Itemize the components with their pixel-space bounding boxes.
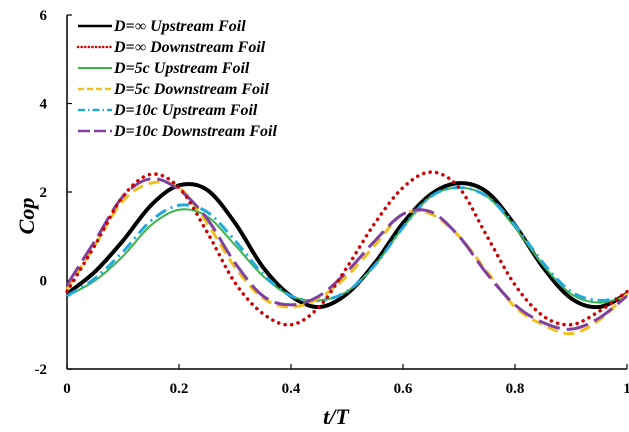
y-tick-label: 4 [40,97,48,113]
legend-label-4: D=5c Downstream Foil [113,81,269,98]
series-line-2 [65,170,629,327]
legend-label-6: D=10c Downstream Foil [113,123,277,140]
y-tick-label: 6 [40,8,48,24]
x-tick-label: 0.2 [170,381,189,397]
legend-label-2: D=∞ Downstream Foil [113,39,266,56]
legend-label-3: D=5c Upstream Foil [113,60,250,77]
legend-label-5: D=10c Upstream Foil [113,102,258,119]
x-tick-label: 0.6 [394,381,413,397]
legend: D=∞ Upstream Foil D=∞ Downstream Foil D=5c… [76,18,277,140]
series-line-4 [65,180,629,336]
y-tick-label: 0 [40,274,48,290]
x-tick-label: 1 [623,381,629,397]
series-line-5 [66,186,628,303]
y-tick-label: -2 [35,362,48,378]
y-axis-title: Cop [14,198,39,235]
y-tick-label: 2 [40,185,48,201]
x-tick-label: 0.4 [282,381,301,397]
axes: -2 0 2 4 6 0 0.2 0.4 0.6 0.8 1 [35,8,629,397]
x-tick-label: 0 [63,381,71,397]
series-layer [65,170,629,336]
legend-label-1: D=∞ Upstream Foil [113,18,246,35]
x-tick-label: 0.8 [506,381,525,397]
series-line-6 [65,177,628,331]
x-axis-title: t/T [323,404,350,429]
